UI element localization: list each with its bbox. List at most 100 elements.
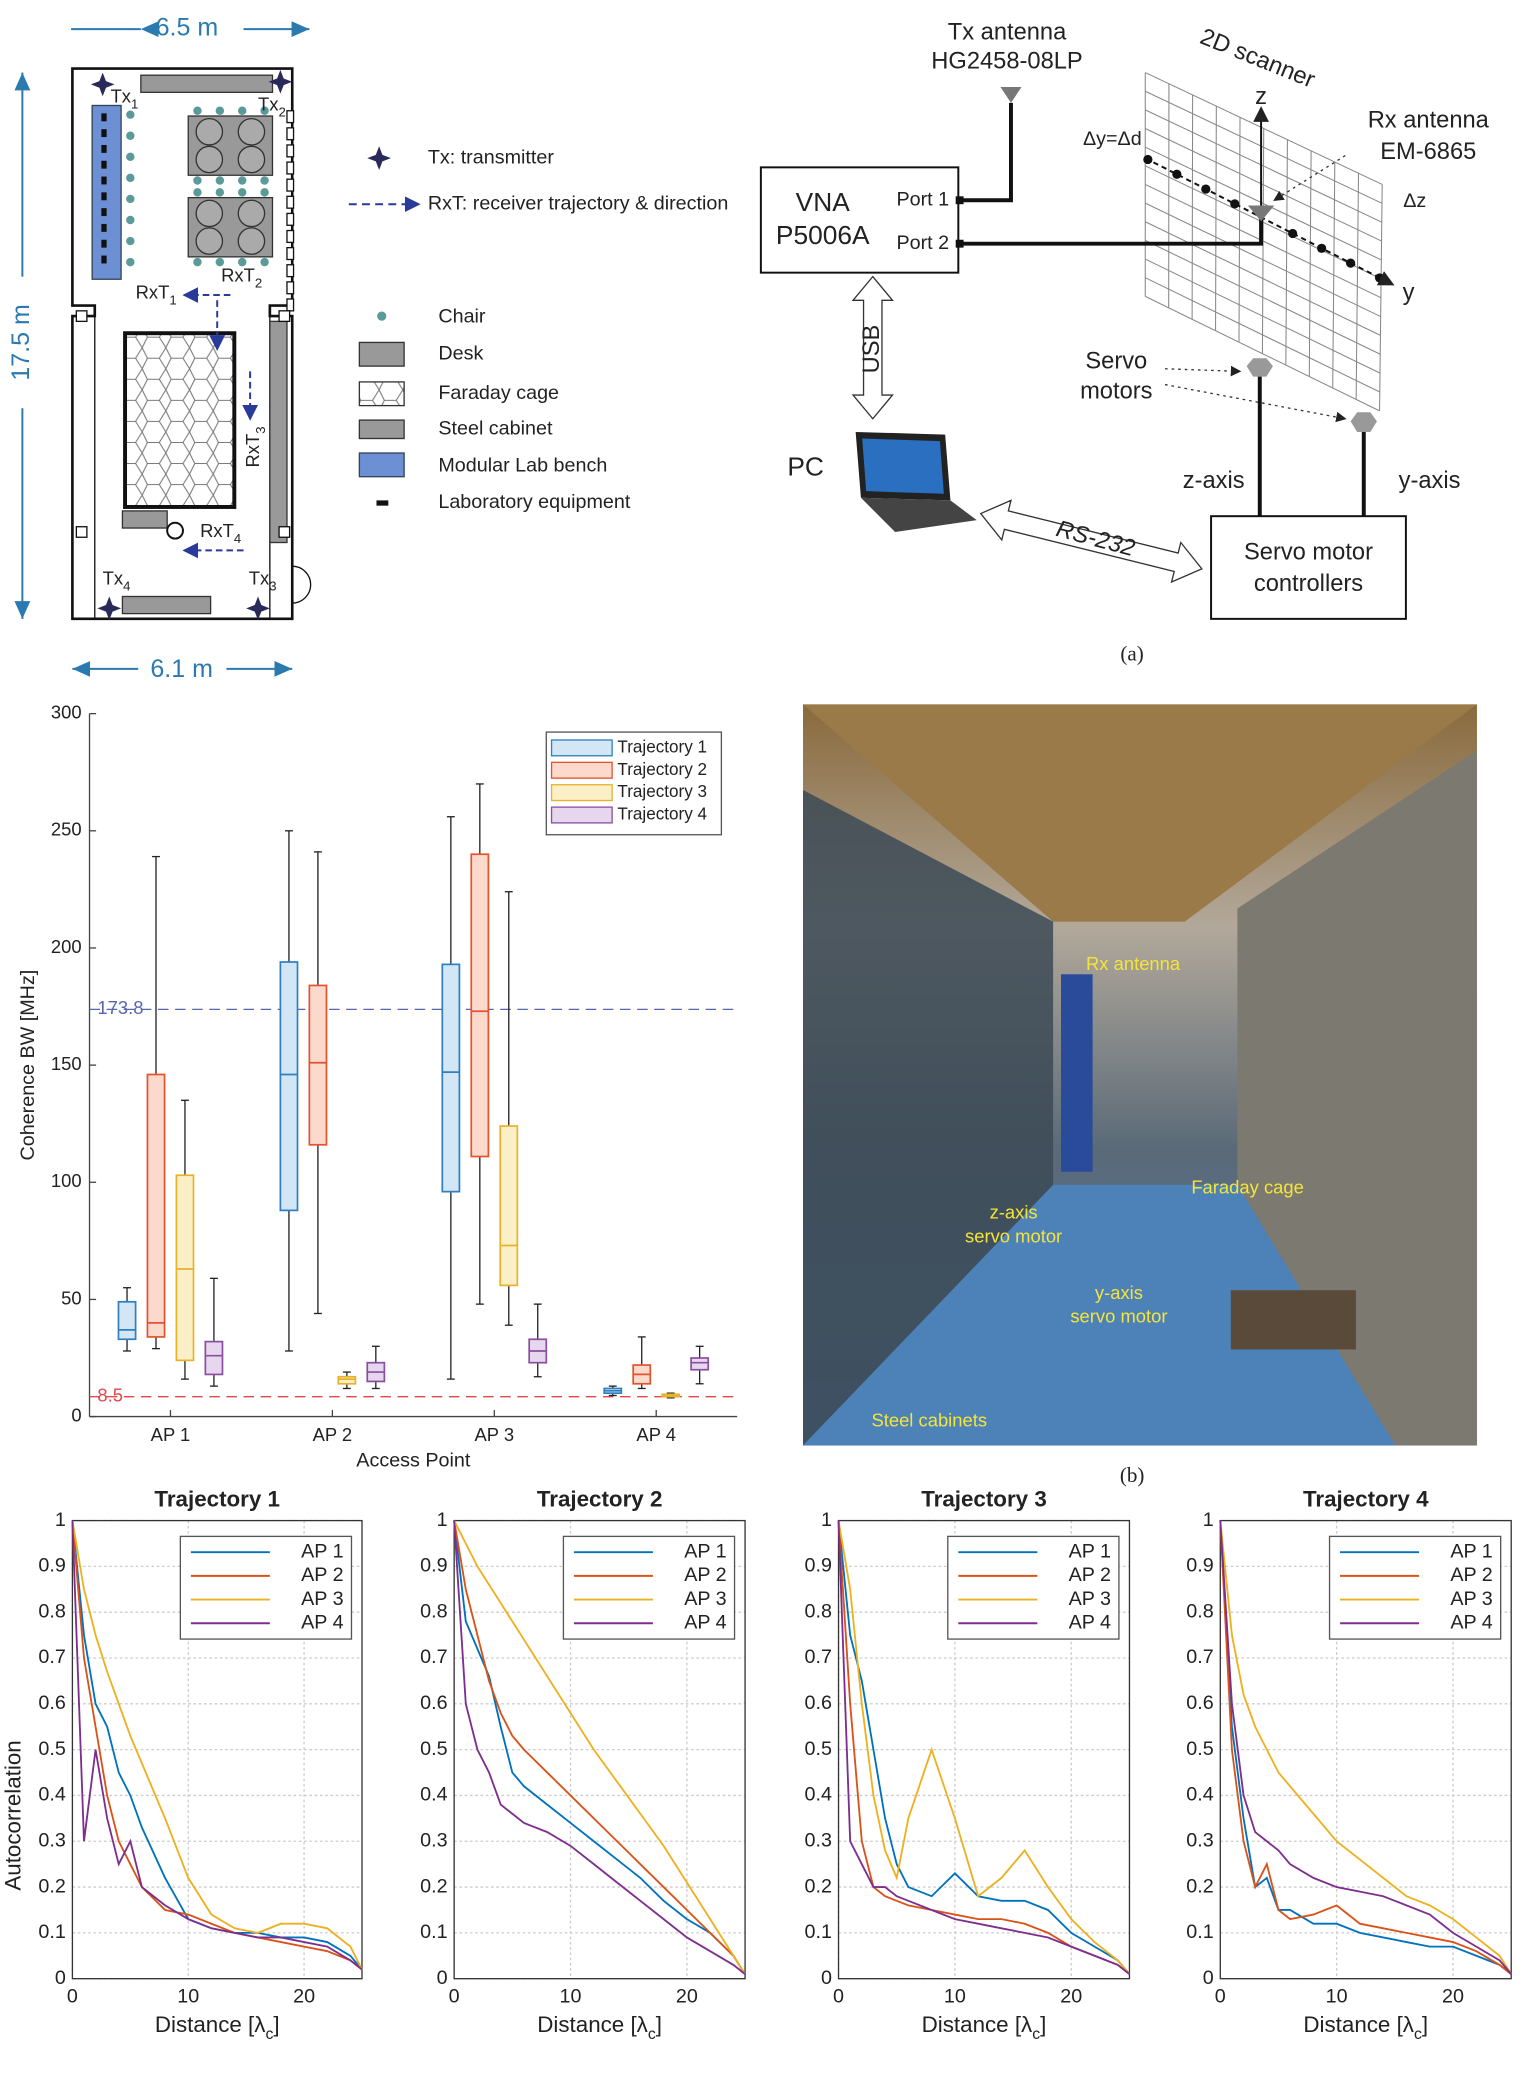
scan-point: [1288, 229, 1297, 238]
label-sub: c: [648, 2026, 656, 2043]
chair: [238, 176, 246, 184]
x-axis-label: Distance [λc]: [922, 2012, 1047, 2043]
chair: [126, 132, 134, 140]
chair: [238, 107, 246, 115]
setup-text: Tx antenna: [948, 19, 1067, 45]
x-axis-label: Distance [λc]: [1303, 2012, 1428, 2043]
desk-seat: [238, 200, 264, 226]
x-tick-label: 10: [560, 1985, 582, 2007]
tx-label: Tx3: [249, 567, 277, 593]
equipment: [101, 145, 106, 153]
y-tick-label: 0.1: [805, 1921, 832, 1943]
label-sub: c: [1032, 2026, 1040, 2043]
y-tick-label: 0.7: [1186, 1646, 1213, 1668]
pillar: [279, 527, 290, 538]
wall-socket: [287, 196, 294, 208]
desk-seat: [196, 228, 222, 254]
rxt-label: RxT4: [200, 520, 241, 546]
setup-text: y-axis: [1399, 468, 1461, 494]
desk-seat: [238, 228, 264, 254]
legend-cage: [359, 382, 404, 406]
legend-text: Desk: [438, 342, 483, 364]
equipment: [101, 224, 106, 232]
y-tick-label: 0.8: [805, 1600, 832, 1622]
label-sub: 2: [278, 104, 285, 119]
y-tick-label: 0.6: [420, 1692, 447, 1714]
photo-label: z-axis: [990, 1202, 1038, 1223]
x-tick-label: 20: [1060, 1985, 1082, 2007]
setup-text: Δz: [1403, 190, 1426, 212]
legend-swatch: [552, 807, 613, 823]
wall-socket: [287, 282, 294, 294]
photo-mat: [1231, 1290, 1356, 1349]
legend-label: AP 2: [1450, 1564, 1492, 1586]
laptop-base: [861, 498, 977, 532]
legend-bench: [359, 453, 404, 477]
setup-text: Servo: [1085, 348, 1147, 374]
y-tick-label: 0: [1203, 1967, 1214, 1989]
label-sub: c: [265, 2026, 273, 2043]
x-tick-label: 10: [177, 1985, 199, 2007]
legend-label: AP 4: [684, 1611, 726, 1633]
y-tick-label: 0.4: [420, 1784, 447, 1806]
chair: [216, 107, 224, 115]
y-tick-label: 0.8: [38, 1600, 65, 1622]
legend-label: AP 1: [301, 1540, 343, 1562]
box: [442, 964, 459, 1191]
label-sub: c: [1414, 2026, 1422, 2043]
equipment: [101, 240, 106, 248]
legend-label: AP 3: [1450, 1588, 1492, 1610]
reference-label: 8.5: [97, 1385, 123, 1406]
desk-seat: [196, 146, 222, 172]
label-end: ]: [1040, 2012, 1046, 2037]
y-tick-label: 0.5: [420, 1738, 447, 1760]
chair: [216, 176, 224, 184]
setup-text: y: [1403, 280, 1415, 306]
chair: [126, 216, 134, 224]
pointer: [1165, 385, 1345, 419]
laptop-display: [862, 439, 944, 494]
rxt-label: RxT2: [221, 264, 262, 290]
tx-star: [97, 596, 121, 620]
setup-diagram: Tx antenna HG2458-08LP 2D scanner z y Rx…: [761, 19, 1490, 665]
label-main: Distance [λ: [155, 2012, 266, 2037]
wall-socket: [287, 162, 294, 174]
x-tick-label: AP 1: [151, 1424, 191, 1445]
box: [691, 1358, 708, 1370]
y-tick-label: 0.9: [420, 1555, 447, 1577]
chair: [216, 188, 224, 196]
x-tick-label: 10: [1326, 1985, 1348, 2007]
y-tick-label: 0.2: [420, 1875, 447, 1897]
reference-label: 173.8: [97, 997, 143, 1018]
setup-text: z: [1255, 84, 1267, 110]
y-tick-label: 0.6: [1186, 1692, 1213, 1714]
y-tick-label: 0.6: [38, 1692, 65, 1714]
servo: [1247, 358, 1273, 376]
y-tick-label: 0.9: [38, 1555, 65, 1577]
legend-label: AP 4: [301, 1611, 343, 1633]
y-tick-label: 0.8: [1186, 1600, 1213, 1622]
steel-cabinet: [122, 596, 210, 613]
y-tick-label: 150: [51, 1053, 82, 1074]
desk-seat: [196, 200, 222, 226]
wall-socket: [287, 111, 294, 123]
servo: [1351, 412, 1377, 432]
y-axis-label: Coherence BW [MHz]: [17, 970, 39, 1161]
label-main: RxT: [136, 282, 170, 303]
legend-label: Trajectory 4: [617, 805, 707, 824]
y-tick-label: 0.6: [805, 1692, 832, 1714]
chair: [126, 258, 134, 266]
pointer: [1165, 369, 1240, 372]
x-tick-label: 0: [67, 1985, 78, 2007]
legend-label: AP 4: [1450, 1611, 1492, 1633]
rxt-label: RxT1: [136, 282, 177, 308]
legend-equipment: [376, 500, 388, 505]
y-tick-label: 1: [437, 1509, 448, 1531]
floor-legend: Tx: transmitter RxT: receiver trajectory…: [349, 146, 728, 513]
desk-seat: [196, 119, 222, 145]
desk-seat: [238, 146, 264, 172]
dim-label: 6.5 m: [156, 14, 219, 42]
y-tick-label: 0: [71, 1404, 81, 1425]
pillar: [76, 527, 87, 538]
